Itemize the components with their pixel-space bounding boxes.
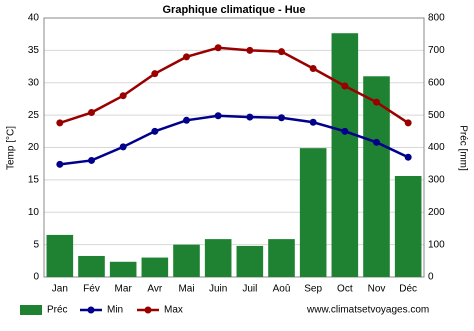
point: [119, 92, 127, 100]
y-axis-label: Temp [°C]: [6, 126, 17, 170]
y2-tick-label: 700: [428, 45, 445, 56]
point: [246, 46, 254, 54]
y-tick-label: 10: [28, 207, 40, 218]
y-tick-label: 25: [28, 110, 40, 121]
x-tick-label: Juil: [242, 284, 257, 295]
x-tick-label: Sep: [304, 284, 322, 295]
x-tick-label: Avr: [147, 284, 162, 295]
bar: [109, 261, 137, 277]
chart-title: Graphique climatique - Hue: [162, 4, 305, 16]
point: [56, 119, 64, 127]
y2-axis-label: Préc [mm]: [457, 125, 468, 171]
x-tick-label: Juin: [209, 284, 227, 295]
point: [341, 82, 349, 90]
point: [341, 127, 349, 135]
bar: [363, 76, 390, 278]
point: [404, 153, 412, 161]
y2-tick-label: 400: [428, 142, 445, 153]
y-tick-label: 35: [28, 45, 40, 56]
y-tick-label: 20: [28, 142, 40, 153]
y-tick-label: 30: [28, 77, 40, 88]
source: www.climatsetvoyages.com: [306, 305, 429, 316]
x-tick-label: Mar: [115, 284, 133, 295]
point: [119, 143, 127, 151]
bar: [299, 148, 327, 277]
point: [309, 118, 317, 126]
legend-swatch: [87, 306, 95, 314]
y-tick-label: 0: [33, 272, 39, 283]
y2-tick-label: 300: [428, 175, 445, 186]
legend-label: Min: [107, 305, 123, 316]
y-tick-label: 40: [28, 13, 40, 24]
point: [183, 116, 190, 124]
bar: [204, 239, 232, 277]
y2-tick-label: 800: [428, 13, 445, 24]
y2-tick-label: 100: [428, 239, 445, 250]
point: [278, 48, 285, 56]
y2-tick-label: 0: [428, 272, 434, 283]
point: [151, 70, 159, 78]
x-tick-label: Mai: [178, 284, 194, 295]
legend-label: Max: [164, 305, 183, 316]
x-tick-label: Oct: [337, 284, 353, 295]
legend-swatch: [144, 306, 152, 314]
point: [246, 113, 254, 121]
point: [151, 127, 159, 135]
line: [59, 114, 409, 166]
point: [309, 65, 317, 73]
line: [59, 46, 409, 125]
y2-tick-label: 600: [428, 77, 445, 88]
x-tick-label: Nov: [368, 284, 386, 295]
legend-label: Préc: [47, 305, 68, 316]
point: [88, 109, 95, 117]
y2-tick-label: 500: [428, 110, 445, 121]
x-tick-label: Déc: [399, 284, 417, 295]
bar: [268, 239, 295, 277]
bar: [173, 244, 200, 277]
point: [214, 44, 222, 52]
bar: [78, 255, 105, 277]
bar: [46, 234, 74, 277]
bar: [141, 257, 169, 277]
x-tick-label: Jan: [52, 284, 68, 295]
point: [214, 112, 222, 120]
x-tick-label: Fév: [83, 284, 100, 295]
y-tick-label: 5: [33, 239, 39, 250]
y2-tick-label: 200: [428, 207, 445, 218]
point: [373, 138, 380, 146]
y-tick-label: 15: [28, 175, 40, 186]
x-tick-label: Aoû: [273, 284, 291, 295]
legend-swatch: [20, 305, 42, 315]
plot-frame: [43, 17, 425, 278]
point: [404, 119, 412, 127]
point: [88, 156, 95, 164]
point: [373, 98, 380, 106]
point: [278, 114, 285, 122]
point: [183, 53, 190, 61]
bar: [331, 33, 359, 278]
bar: [236, 245, 264, 277]
point: [56, 160, 64, 168]
bar: [394, 175, 422, 277]
